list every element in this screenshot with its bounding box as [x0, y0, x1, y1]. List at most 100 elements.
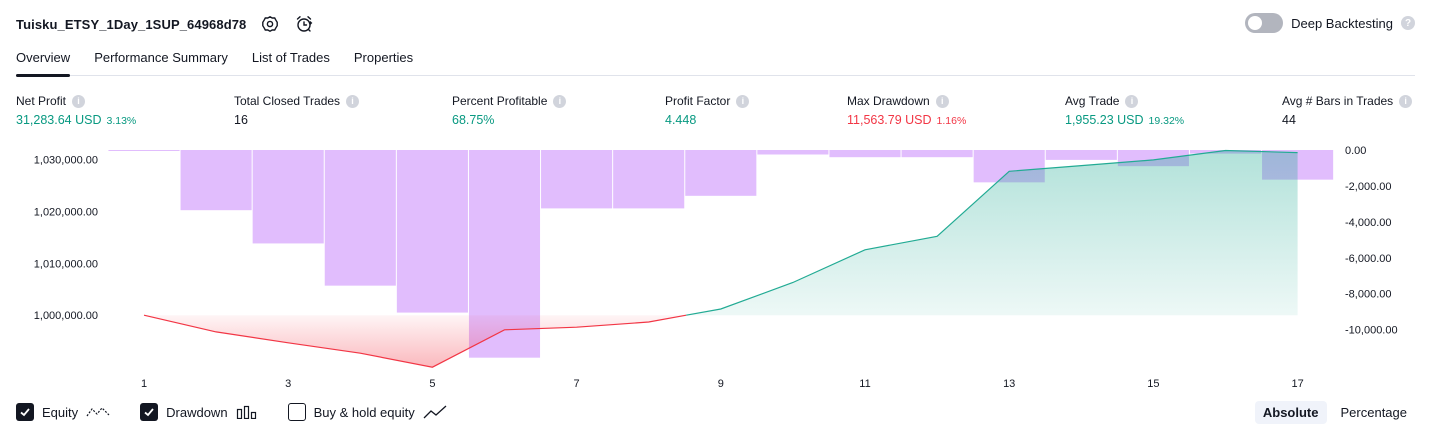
right-axis-tick-label: -4,000.00: [1345, 217, 1391, 229]
deep-backtesting-control: Deep Backtesting ?: [1245, 13, 1415, 33]
right-axis-tick-label: -2,000.00: [1345, 181, 1391, 193]
tab-bar: Overview Performance Summary List of Tra…: [16, 44, 1415, 77]
bar-chart-icon: [236, 405, 258, 419]
chart-legend: Equity Drawdown Buy & hold equity: [16, 403, 447, 421]
legend-buy-hold[interactable]: Buy & hold equity: [287, 403, 447, 421]
strategy-header: Tuisku_ETSY_1Day_1SUP_64968d78: [16, 12, 314, 36]
legend-equity-label: Equity: [42, 404, 79, 420]
drawdown-bar: [396, 150, 468, 313]
left-axis-tick-label: 1,000,000.00: [34, 310, 98, 322]
deep-backtesting-toggle[interactable]: [1245, 13, 1284, 33]
equity-line-icon: [86, 405, 110, 419]
check-icon: [20, 408, 30, 417]
drawdown-bar: [324, 150, 396, 286]
legend-drawdown[interactable]: Drawdown: [140, 403, 257, 421]
info-icon[interactable]: i: [346, 94, 360, 108]
metric-avg-bars-in-trades: Avg # Bars in Trades i 44: [1282, 94, 1413, 127]
info-icon[interactable]: i: [553, 94, 567, 108]
metric-label: Avg # Bars in Trades: [1282, 94, 1394, 108]
deep-backtesting-label: Deep Backtesting: [1291, 15, 1393, 31]
metric-value: 11,563.79 USD: [847, 113, 932, 127]
left-axis-tick-label: 1,020,000.00: [34, 206, 98, 218]
drawdown-bar: [180, 150, 252, 211]
drawdown-bar: [901, 150, 973, 158]
absolute-button[interactable]: Absolute: [1254, 401, 1327, 424]
equity-line: [143, 149, 1298, 368]
info-icon[interactable]: i: [935, 94, 949, 108]
drawdown-bar: [829, 150, 901, 158]
metric-value: 68.75%: [452, 113, 495, 127]
x-axis-tick-label: 3: [285, 378, 291, 390]
drawdown-bar: [252, 150, 324, 244]
x-axis-tick-label: 17: [1291, 378, 1303, 390]
metric-label: Percent Profitable: [452, 94, 548, 108]
metric-percent-profitable: Percent Profitable i 68.75%: [452, 94, 567, 127]
metric-percent: 19.32%: [1148, 115, 1185, 127]
equity-area: [144, 150, 1298, 368]
metric-value: 44: [1282, 113, 1296, 127]
metric-total-closed-trades: Total Closed Trades i 16: [234, 94, 360, 127]
drawdown-bar: [1045, 150, 1117, 160]
value-mode-switch: Absolute Percentage: [1254, 401, 1415, 424]
x-axis-tick-label: 9: [718, 378, 724, 390]
info-icon[interactable]: i: [736, 94, 750, 108]
left-axis-tick-label: 1,030,000.00: [34, 154, 98, 166]
info-icon[interactable]: i: [1125, 94, 1139, 108]
right-axis-tick-label: -8,000.00: [1345, 289, 1391, 301]
metric-label: Total Closed Trades: [234, 94, 341, 108]
legend-buy-hold-label: Buy & hold equity: [313, 404, 415, 420]
drawdown-bar: [108, 150, 180, 151]
metric-value: 16: [234, 113, 248, 127]
percentage-button[interactable]: Percentage: [1340, 405, 1408, 420]
drawdown-bar: [757, 150, 829, 155]
trend-line-icon: [423, 405, 447, 419]
metric-avg-trade: Avg Trade i 1,955.23 USD 19.32%: [1065, 94, 1184, 127]
gear-icon[interactable]: [260, 14, 280, 34]
info-icon[interactable]: i: [1399, 94, 1413, 108]
legend-drawdown-label: Drawdown: [166, 404, 228, 420]
drawdown-checkbox[interactable]: [140, 403, 159, 421]
drawdown-bar: [685, 150, 757, 196]
metric-percent: 3.13%: [106, 115, 137, 127]
question-icon[interactable]: ?: [1401, 16, 1415, 30]
metric-label: Net Profit: [16, 94, 67, 108]
equity-checkbox[interactable]: [16, 403, 34, 421]
drawdown-bar: [613, 150, 685, 209]
check-icon: [144, 408, 154, 417]
metric-value: 1,955.23 USD: [1065, 113, 1144, 127]
tab-performance-summary[interactable]: Performance Summary: [94, 50, 228, 65]
metric-max-drawdown: Max Drawdown i 11,563.79 USD 1.16%: [847, 94, 966, 127]
equity-line-below: [143, 314, 687, 368]
buy-hold-checkbox[interactable]: [287, 403, 306, 421]
x-axis: 1 3 5 7 9 11 13 15 17: [141, 378, 1304, 390]
right-axis-tick-label: -10,000.00: [1345, 325, 1398, 337]
metric-label: Profit Factor: [665, 94, 731, 108]
metric-value: 4.448: [665, 113, 697, 127]
tab-overview[interactable]: Overview: [16, 44, 71, 77]
toggle-knob: [1248, 16, 1263, 30]
equity-area-below: [144, 315, 687, 368]
alarm-clock-icon[interactable]: [294, 14, 314, 34]
right-axis-tick-label: 0.00: [1345, 145, 1366, 157]
x-axis-tick-label: 15: [1147, 378, 1159, 390]
tab-list-of-trades[interactable]: List of Trades: [251, 50, 330, 65]
x-axis-tick-label: 5: [429, 378, 435, 390]
x-axis-tick-label: 7: [574, 378, 580, 390]
right-axis-tick-label: -6,000.00: [1345, 253, 1391, 265]
equity-drawdown-chart: 1,030,000.00 1,020,000.00 1,010,000.00 1,00…: [34, 145, 1398, 390]
x-axis-tick-label: 1: [141, 378, 147, 390]
equity-line-above: [686, 149, 1298, 316]
info-icon[interactable]: i: [72, 94, 86, 108]
tab-properties[interactable]: Properties: [353, 50, 414, 65]
metric-value: 31,283.64 USD: [16, 113, 102, 127]
left-axis-tick-label: 1,010,000.00: [34, 258, 98, 270]
x-axis-tick-label: 11: [859, 378, 870, 390]
legend-equity[interactable]: Equity: [16, 403, 110, 421]
left-axis: 1,030,000.00 1,020,000.00 1,010,000.00 1,00…: [34, 154, 98, 322]
metric-profit-factor: Profit Factor i 4.448: [665, 94, 750, 127]
metric-label: Max Drawdown: [847, 94, 930, 108]
x-axis-tick-label: 13: [1003, 378, 1015, 390]
drawdown-bar: [541, 150, 613, 209]
equity-area-above: [686, 150, 1298, 316]
metric-net-profit: Net Profit i 31,283.64 USD 3.13%: [16, 94, 136, 127]
